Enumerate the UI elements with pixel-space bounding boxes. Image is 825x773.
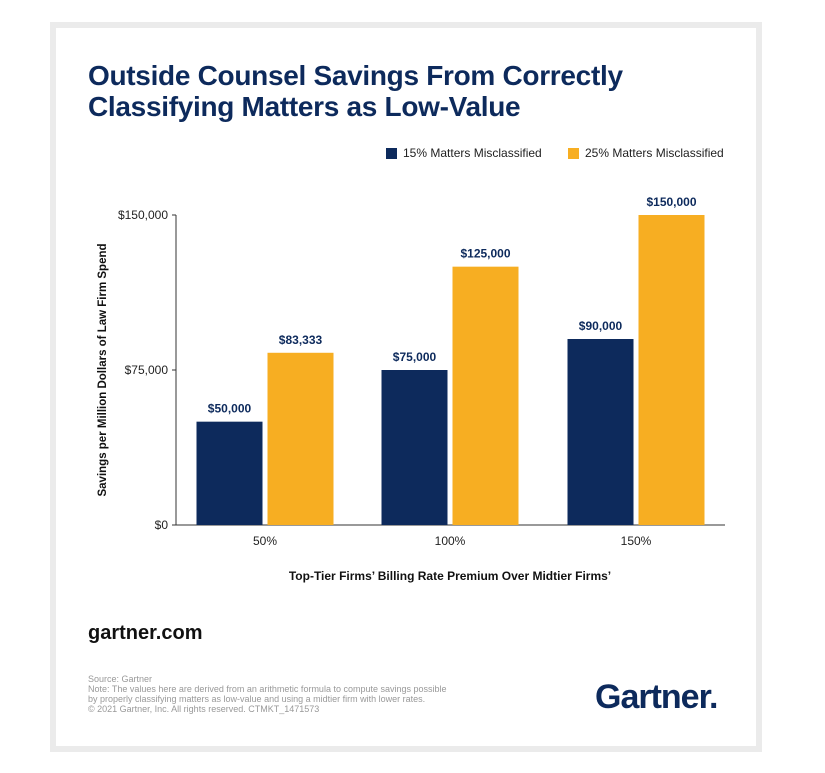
title-line-1: Outside Counsel Savings From Correctly [88,60,623,91]
note-source: Source: Gartner [88,674,153,684]
y-tick-label: $75,000 [125,363,169,377]
bar [567,339,634,525]
bar [196,421,263,525]
legend-swatch [568,147,579,159]
x-axis-title: Top-Tier Firms’ Billing Rate Premium Ove… [289,569,611,583]
legend-item-15: 15% Matters Misclassified [386,146,542,160]
note-copyright: © 2021 Gartner, Inc. All rights reserved… [88,704,320,714]
data-label: $125,000 [460,247,510,261]
chart-title: Outside Counsel Savings From Correctly C… [88,60,728,122]
x-tick-label: 100% [435,534,466,548]
bar [381,370,448,525]
bar [638,215,705,525]
data-label: $150,000 [646,195,696,209]
legend-label: 25% Matters Misclassified [585,146,724,160]
legend-label: 15% Matters Misclassified [403,146,542,160]
title-line-2: Classifying Matters as Low-Value [88,91,521,122]
legend-item-25: 25% Matters Misclassified [568,146,724,160]
x-tick-label: 50% [253,534,277,548]
y-tick-label: $150,000 [118,208,168,222]
footnotes: Source: Gartner Note: The values here ar… [88,674,447,714]
legend-swatch [386,147,397,159]
y-axis-title: Savings per Million Dollars of Law Firm … [97,243,109,496]
bar [452,266,519,525]
bar [267,352,334,525]
data-label: $75,000 [393,350,437,364]
note-line: Note: The values here are derived from a… [88,684,447,694]
data-label: $50,000 [208,402,252,416]
data-label: $83,333 [279,333,323,347]
y-tick-label: $0 [155,518,169,532]
data-label: $90,000 [579,319,623,333]
note-line: by properly classifying matters as low-v… [88,694,426,704]
x-tick-label: 150% [621,534,652,548]
gartner-logo: Gartner. [595,678,718,716]
site-url: gartner.com [88,622,203,644]
